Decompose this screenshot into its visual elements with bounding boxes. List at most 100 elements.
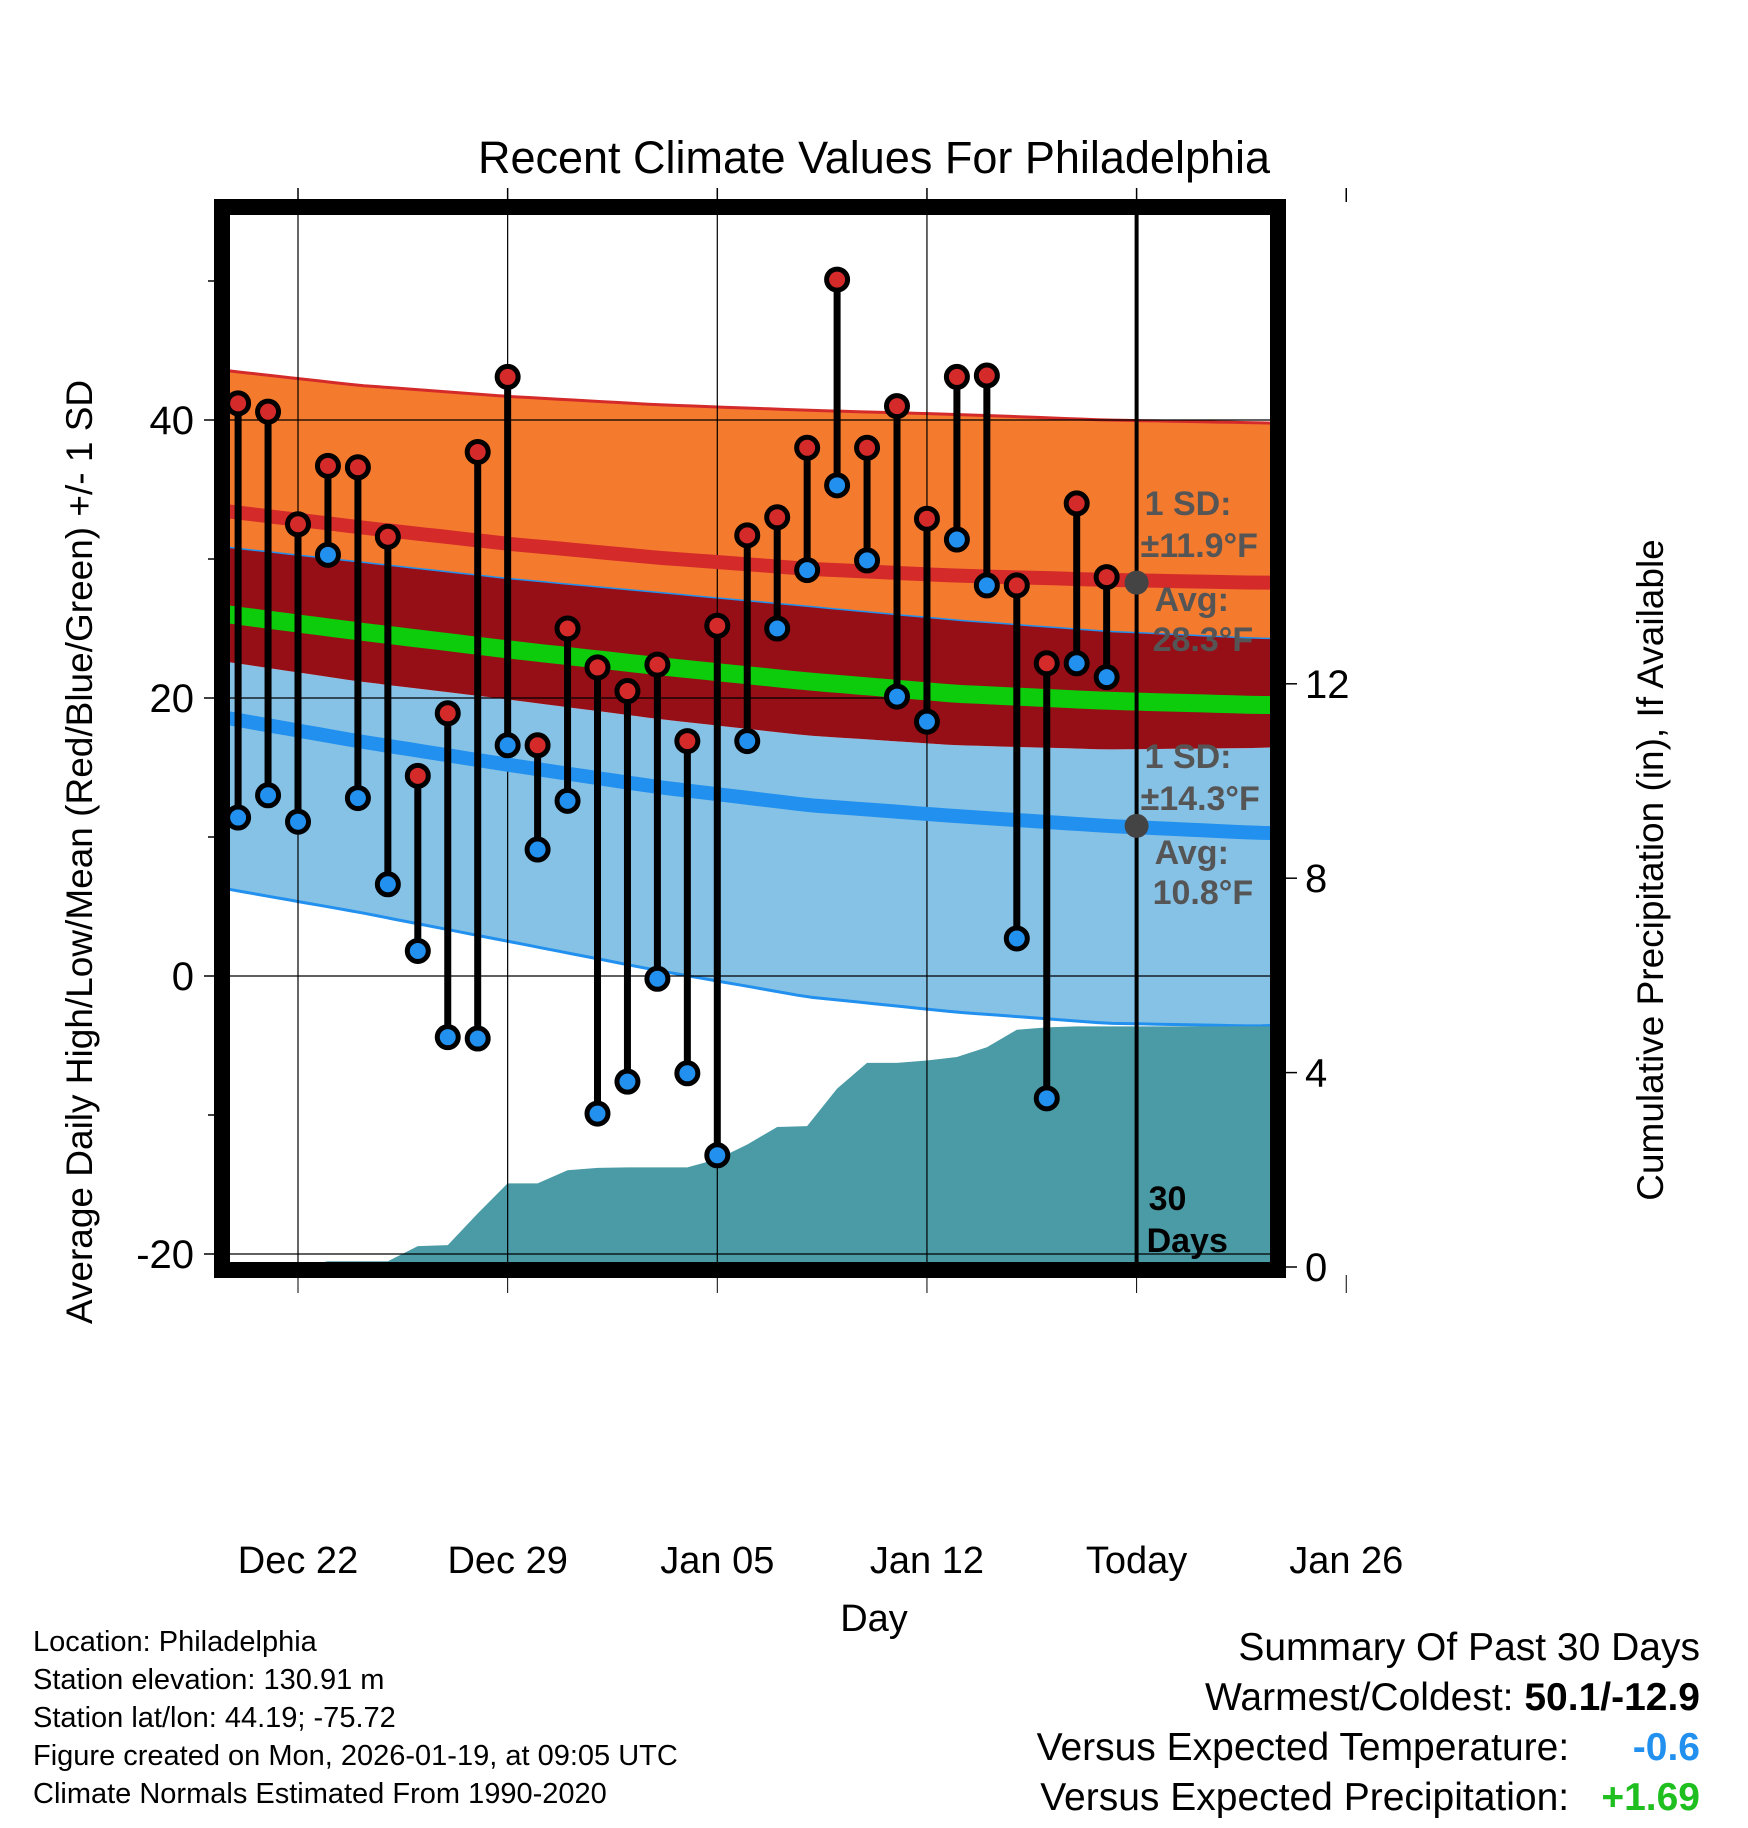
high-upper-line xyxy=(225,368,1275,425)
low-point-2 xyxy=(255,782,282,809)
low-point-13 xyxy=(584,1100,611,1127)
y-tick-label-3: 40 xyxy=(150,399,195,443)
meta-elevation: Station elevation: 130.91 m xyxy=(33,1664,385,1696)
summary-warmest-row: Warmest/Coldest: 50.1/-12.9 xyxy=(1037,1673,1700,1723)
summary-temp-row: Versus Expected Temperature: -0.6 xyxy=(1037,1723,1700,1773)
low-note-sd-label: 1 SD: xyxy=(1145,738,1232,776)
temp-anomaly-value: -0.6 xyxy=(1632,1726,1700,1769)
summary-panel: Summary Of Past 30 Days Warmest/Coldest:… xyxy=(1037,1623,1700,1823)
high-point-27 xyxy=(1003,572,1030,599)
high-point-3 xyxy=(285,511,311,538)
low-point-18 xyxy=(734,728,761,755)
y-tick-label-0: -20 xyxy=(136,1233,194,1277)
high-point-20 xyxy=(794,434,821,461)
precip-anomaly-label: Versus Expected Precipitation: xyxy=(1040,1776,1570,1819)
high-point-21 xyxy=(824,266,851,293)
right-tick-label-0: 0 xyxy=(1305,1246,1327,1290)
low-note-sd-value: ±14.3°F xyxy=(1141,780,1260,818)
high-point-13 xyxy=(584,654,611,681)
high-point-5 xyxy=(344,454,371,481)
high-point-28 xyxy=(1033,650,1060,677)
low-note-avg-label: Avg: xyxy=(1155,834,1229,872)
high-point-18 xyxy=(734,522,761,549)
x-tick-label-2: Jan 05 xyxy=(660,1540,774,1582)
low-point-21 xyxy=(824,472,851,499)
high-note-avg-value: 28.3°F xyxy=(1153,621,1254,659)
high-point-23 xyxy=(884,393,910,420)
high-point-17 xyxy=(704,612,731,639)
high-point-30 xyxy=(1093,564,1120,591)
low-avg-today-marker xyxy=(1124,813,1149,838)
x-tick-label-1: Dec 29 xyxy=(447,1540,567,1582)
low-point-15 xyxy=(644,965,671,992)
low-point-17 xyxy=(704,1142,731,1169)
x-tick-label-3: Jan 12 xyxy=(870,1540,984,1582)
precip-anomaly-value: +1.69 xyxy=(1601,1776,1700,1819)
meta-location: Location: Philadelphia xyxy=(33,1626,317,1658)
chart-title: Recent Climate Values For Philadelphia xyxy=(478,132,1271,183)
low-point-20 xyxy=(794,557,821,584)
high-point-22 xyxy=(854,434,881,461)
low-point-27 xyxy=(1003,925,1030,952)
low-point-23 xyxy=(884,683,910,710)
x-axis-label: Day xyxy=(840,1598,908,1640)
warmest-label: Warmest/Coldest: xyxy=(1205,1676,1514,1719)
high-point-12 xyxy=(554,615,581,642)
warmest-value: 50.1/-12.9 xyxy=(1524,1676,1700,1719)
low-point-7 xyxy=(404,937,431,964)
low-point-6 xyxy=(374,871,401,898)
high-point-2 xyxy=(255,398,282,425)
high-point-1 xyxy=(225,390,252,417)
high-point-15 xyxy=(644,651,671,678)
low-point-19 xyxy=(764,615,791,642)
right-tick-label-3: 12 xyxy=(1305,663,1350,707)
low-point-16 xyxy=(674,1060,701,1087)
days-count-label: 30 xyxy=(1149,1180,1187,1218)
summary-precip-row: Versus Expected Precipitation: +1.69 xyxy=(1037,1773,1700,1823)
temp-anomaly-label: Versus Expected Temperature: xyxy=(1036,1726,1570,1769)
right-tick-label-1: 4 xyxy=(1305,1052,1327,1096)
y-tick-label-1: 0 xyxy=(172,955,194,999)
low-lower-line xyxy=(225,887,1275,1028)
x-tick-label-5: Jan 26 xyxy=(1289,1540,1403,1582)
high-note-sd-label: 1 SD: xyxy=(1145,485,1232,523)
low-point-24 xyxy=(913,708,940,735)
low-point-3 xyxy=(285,808,311,835)
low-point-8 xyxy=(434,1024,461,1051)
meta-latlon: Station lat/lon: 44.19; -75.72 xyxy=(33,1702,396,1734)
high-point-16 xyxy=(674,728,701,755)
low-point-26 xyxy=(973,572,1000,599)
x-tick-label-4: Today xyxy=(1086,1540,1187,1582)
high-point-19 xyxy=(764,504,791,531)
high-note-avg-label: Avg: xyxy=(1155,581,1229,619)
high-point-10 xyxy=(494,363,521,390)
x-tick-label-0: Dec 22 xyxy=(238,1540,358,1582)
right-tick-label-2: 8 xyxy=(1305,857,1327,901)
low-point-14 xyxy=(614,1068,641,1095)
low-point-9 xyxy=(464,1025,491,1052)
high-point-11 xyxy=(524,732,551,759)
low-point-29 xyxy=(1063,650,1090,677)
high-point-26 xyxy=(973,362,1000,389)
high-point-8 xyxy=(434,700,461,727)
high-point-9 xyxy=(464,438,491,465)
high-avg-today-marker xyxy=(1124,570,1149,595)
low-point-12 xyxy=(554,787,581,814)
low-point-5 xyxy=(344,785,371,812)
summary-title: Summary Of Past 30 Days xyxy=(1238,1626,1700,1669)
meta-created: Figure created on Mon, 2026-01-19, at 09… xyxy=(33,1740,678,1772)
high-point-14 xyxy=(614,678,641,705)
y-axis-label: Average Daily High/Low/Mean (Red/Blue/Gr… xyxy=(59,380,100,1324)
high-point-7 xyxy=(404,762,431,789)
high-point-29 xyxy=(1063,490,1090,517)
high-point-24 xyxy=(913,505,940,532)
station-metadata: Location: Philadelphia Station elevation… xyxy=(33,1623,678,1813)
low-point-4 xyxy=(314,541,341,568)
low-point-1 xyxy=(225,804,252,831)
days-word-label: Days xyxy=(1147,1222,1228,1260)
meta-normals: Climate Normals Estimated From 1990-2020 xyxy=(33,1778,607,1810)
low-point-28 xyxy=(1033,1085,1060,1112)
low-point-11 xyxy=(524,836,551,863)
high-note-sd-value: ±11.9°F xyxy=(1141,527,1258,565)
